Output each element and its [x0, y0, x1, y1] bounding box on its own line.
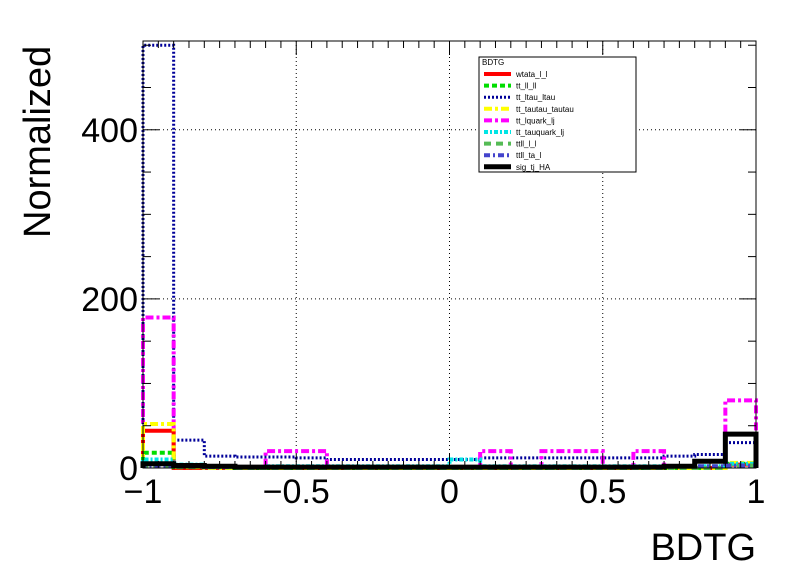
- axis-ticks: [142, 41, 757, 469]
- legend-label: ttll_l_l: [516, 140, 537, 149]
- y-tick-label: 200: [81, 281, 138, 319]
- legend-label: tt_tauquark_lj: [516, 128, 564, 137]
- y-axis-title: Normalized: [17, 46, 59, 238]
- x-tick-label: 1: [747, 473, 766, 511]
- legend-entries: wtata_l_l tt_ll_ll tt_ltau_ltau tt_tautau_t…: [484, 70, 574, 172]
- y-tick-label: 0: [119, 450, 138, 488]
- legend-label: tt_ll_ll: [516, 82, 537, 91]
- legend-label: tt_lquark_lj: [516, 116, 555, 125]
- legend-label: tt_tautau_tautau: [516, 105, 574, 114]
- legend-label: ttll_ta_l: [516, 151, 542, 160]
- series-tt-ltau-ltau: [141, 43, 758, 468]
- x-tick-label: −1: [124, 473, 163, 511]
- legend-label: wtata_l_l: [515, 70, 548, 79]
- legend: BDTG wtata_l_l tt_ll_ll tt_ltau_ltau tt_tau…: [478, 56, 637, 173]
- legend-label: tt_ltau_ltau: [516, 93, 555, 102]
- x-tick-label: −0.5: [263, 473, 330, 511]
- y-tick-labels: 0 200 400: [81, 112, 138, 488]
- legend-label: sig_tj_HA: [516, 163, 551, 172]
- y-tick-label: 400: [81, 112, 138, 150]
- x-tick-labels: −1 −0.5 0 0.5 1: [124, 473, 766, 511]
- x-tick-label: 0: [440, 473, 459, 511]
- legend-box: [478, 56, 637, 173]
- x-tick-label: 0.5: [579, 473, 626, 511]
- legend-title: BDTG: [482, 58, 504, 67]
- x-axis-title: BDTG: [650, 527, 756, 569]
